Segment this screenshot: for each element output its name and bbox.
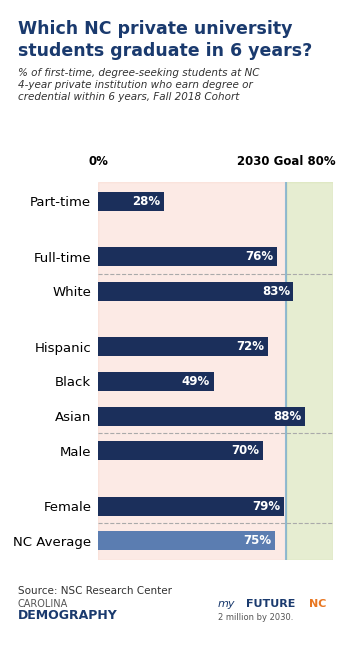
Text: my: my <box>218 599 235 609</box>
Text: 28%: 28% <box>132 195 161 208</box>
Bar <box>98 247 277 266</box>
Text: 72%: 72% <box>236 340 264 353</box>
Text: 75%: 75% <box>243 534 271 547</box>
Text: 0%: 0% <box>88 155 108 168</box>
Text: 2030 Goal 80%: 2030 Goal 80% <box>237 155 336 168</box>
Text: 70%: 70% <box>231 444 259 457</box>
Text: 83%: 83% <box>262 285 290 298</box>
Text: students graduate in 6 years?: students graduate in 6 years? <box>18 42 312 61</box>
Text: DEMOGRAPHY: DEMOGRAPHY <box>18 609 117 622</box>
Text: 79%: 79% <box>252 500 280 513</box>
Bar <box>98 192 164 211</box>
Text: Which NC private university: Which NC private university <box>18 20 292 38</box>
Bar <box>286 182 333 560</box>
Bar <box>98 182 286 560</box>
Bar <box>98 407 305 426</box>
Text: 2 million by 2030.: 2 million by 2030. <box>218 613 293 622</box>
Bar <box>98 497 284 516</box>
Bar <box>98 372 213 391</box>
Bar <box>98 282 293 301</box>
Text: Source: NSC Research Center: Source: NSC Research Center <box>18 586 172 596</box>
Text: CAROLINA: CAROLINA <box>18 599 68 609</box>
Text: % of first-time, degree-seeking students at NC
4-year private institution who ea: % of first-time, degree-seeking students… <box>18 68 259 102</box>
Text: NC: NC <box>309 599 326 609</box>
Text: 88%: 88% <box>273 409 302 422</box>
Text: 76%: 76% <box>245 250 273 263</box>
Text: FUTURE: FUTURE <box>246 599 295 609</box>
Bar <box>98 337 267 356</box>
Bar <box>98 531 274 550</box>
Bar <box>98 441 263 460</box>
Text: 49%: 49% <box>182 375 210 388</box>
